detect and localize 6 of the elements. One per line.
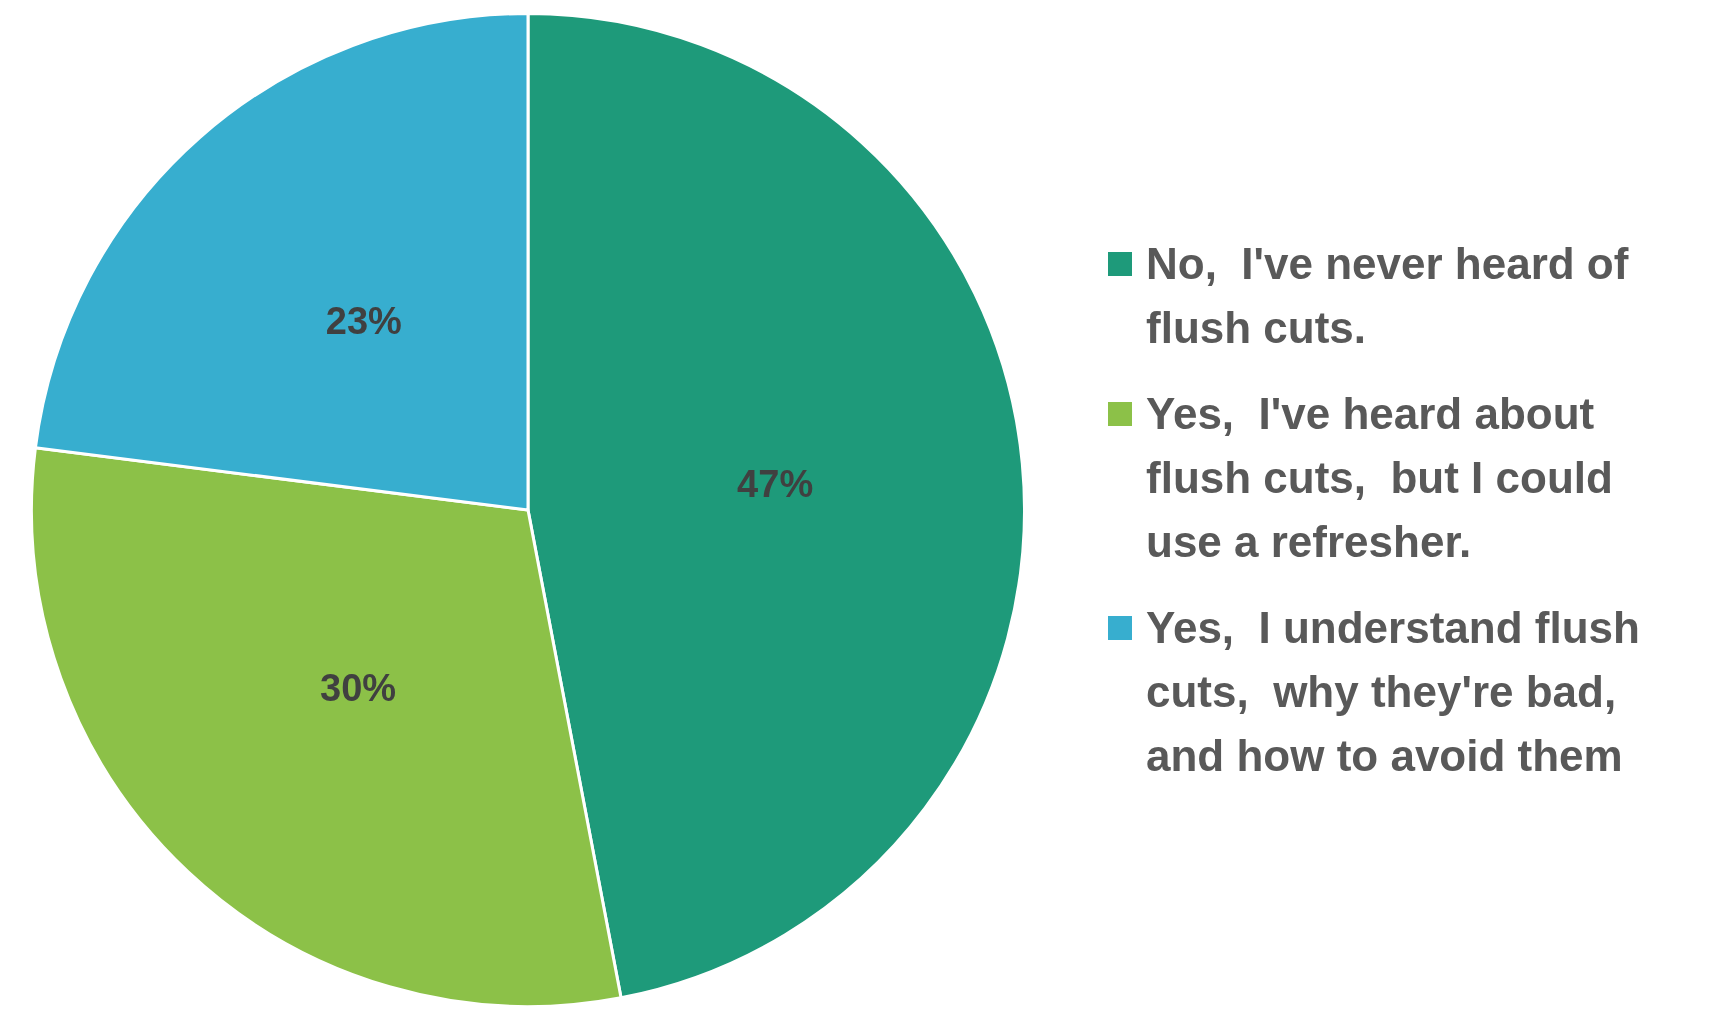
data-label: 30% (320, 667, 397, 710)
data-label: 23% (325, 300, 402, 343)
data-label: 47% (737, 463, 814, 506)
legend-label: Yes, I understand flush cuts, why they're bad, and how to avoid them (1146, 602, 1641, 782)
legend-label: No, I've never heard of flush cuts. (1146, 238, 1630, 354)
legend-label: Yes, I've heard about flush cuts, but I could use a refresher. (1146, 388, 1614, 568)
